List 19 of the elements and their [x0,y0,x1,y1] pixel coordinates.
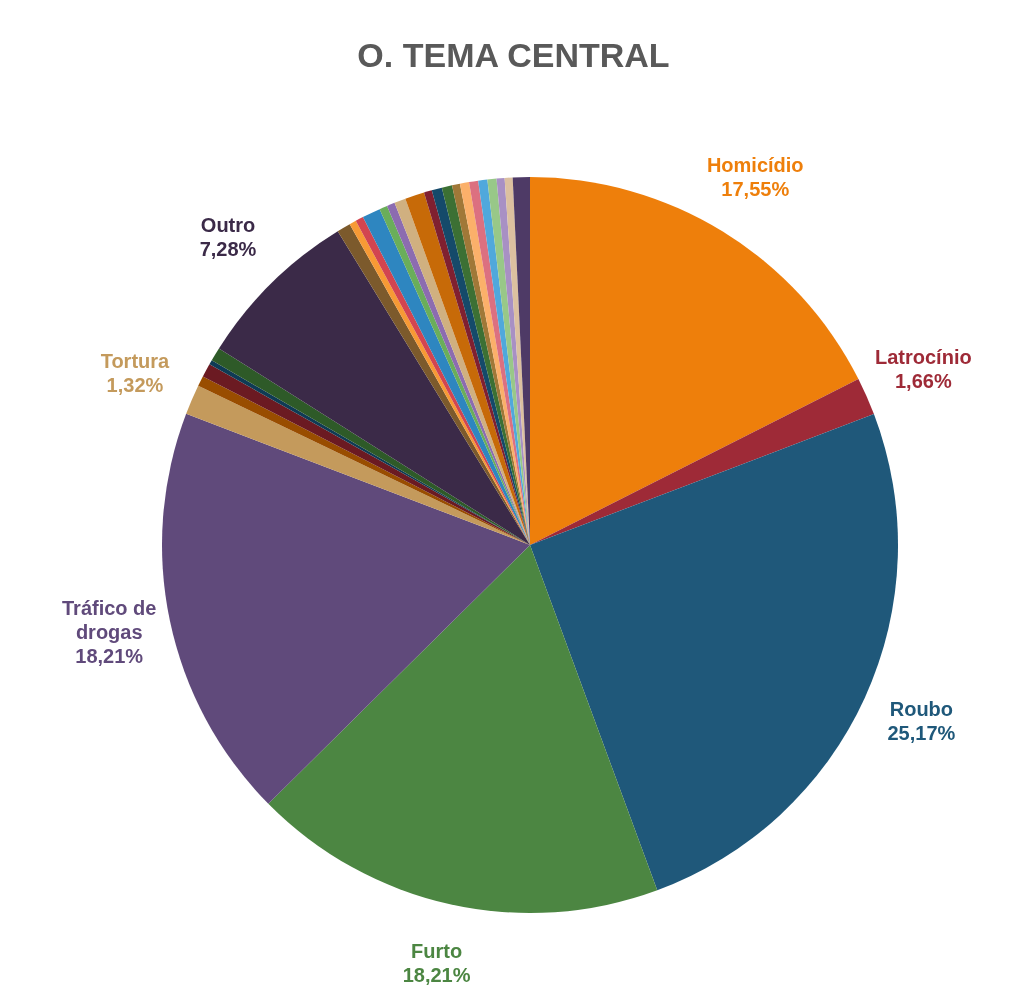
pie-slice [530,378,874,545]
pie-slice [268,545,658,913]
slice-label: Homicídio [706,154,804,176]
slice-label: Tortura [100,350,171,373]
slice-label: Furto [411,940,463,963]
data-label: 1,66% [894,370,952,393]
pie-slice [530,177,859,545]
data-label: 25,17% [887,722,956,745]
data-label: 17,55% [721,178,790,200]
data-label: 18,21% [402,964,471,987]
slice-label: Outro [200,214,256,237]
pie-slice [162,413,530,804]
chart-title: O. TEMA CENTRAL [356,36,671,75]
slice-label: Latrocínio [875,346,972,369]
data-label: 1,32% [106,374,164,397]
data-label: 7,28% [199,238,257,261]
slice-label: Tráfico de drogas [62,596,157,643]
slice-label: Roubo [889,698,954,721]
data-label: 18,21% [75,644,144,667]
